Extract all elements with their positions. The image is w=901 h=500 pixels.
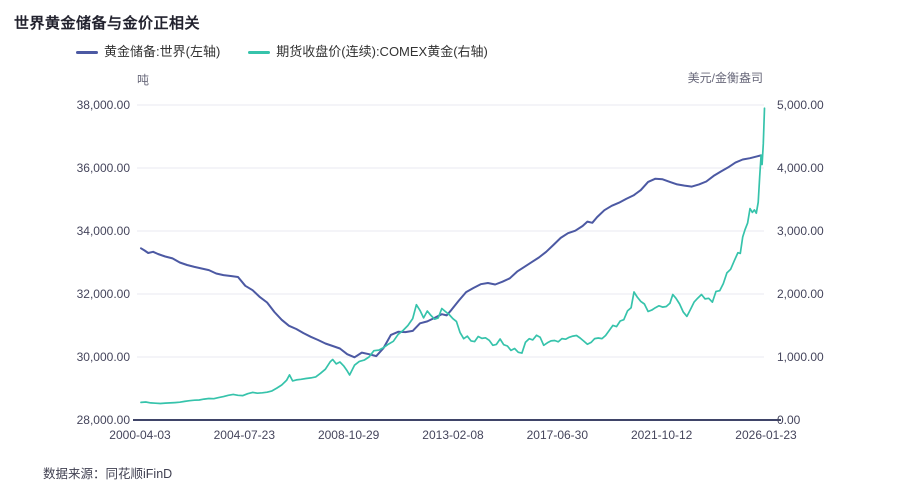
y-axis-left-tick: 32,000.00 bbox=[76, 287, 130, 301]
y-axis-right-tick: 2,000.00 bbox=[777, 287, 824, 301]
y-axis-left-tick: 30,000.00 bbox=[76, 350, 130, 364]
data-source: 数据来源：同花顺iFinD bbox=[43, 467, 173, 481]
x-axis-tick: 2013-02-08 bbox=[422, 428, 484, 442]
x-axis-tick: 2017-06-30 bbox=[526, 428, 589, 442]
x-axis-tick: 2008-10-29 bbox=[317, 428, 380, 442]
y-axis-left-tick: 28,000.00 bbox=[76, 413, 130, 427]
gold-reserves-line-swatch bbox=[76, 50, 98, 54]
right-axis-unit: 美元/金衡盎司 bbox=[687, 71, 763, 85]
x-axis-tick: 2000-04-03 bbox=[109, 428, 171, 442]
chart-title: 世界黄金储备与金价正相关 bbox=[14, 15, 201, 32]
y-axis-left-tick: 36,000.00 bbox=[76, 161, 130, 175]
x-axis-tick: 2021-10-12 bbox=[630, 428, 693, 442]
x-axis-tick: 2004-07-23 bbox=[213, 428, 276, 442]
legend-item-gold-reserves[interactable]: 黄金储备:世界(左轴) bbox=[76, 44, 220, 60]
y-axis-right-tick: 4,000.00 bbox=[777, 161, 824, 175]
y-axis-right-tick: 5,000.00 bbox=[777, 98, 824, 112]
x-axis-tick: 2026-01-23 bbox=[735, 428, 797, 442]
series-gold-reserves-world bbox=[140, 154, 762, 359]
legend-label-comex-gold: 期货收盘价(连续):COMEX黄金(右轴) bbox=[276, 44, 488, 59]
y-axis-right-tick: 0.00 bbox=[777, 413, 801, 427]
y-axis-right-tick: 3,000.00 bbox=[777, 224, 824, 238]
comex-gold-line-swatch bbox=[248, 50, 271, 54]
left-axis-unit: 吨 bbox=[137, 73, 150, 87]
legend-label-gold-reserves: 黄金储备:世界(左轴) bbox=[104, 44, 221, 59]
legend-item-comex-gold[interactable]: 期货收盘价(连续):COMEX黄金(右轴) bbox=[248, 44, 488, 60]
y-axis-left-tick: 34,000.00 bbox=[76, 224, 130, 238]
y-axis-left-tick: 38,000.00 bbox=[76, 98, 130, 112]
series-comex-gold-price bbox=[140, 107, 766, 405]
y-axis-right-tick: 1,000.00 bbox=[777, 350, 824, 364]
legend: 黄金储备:世界(左轴) 期货收盘价(连续):COMEX黄金(右轴) bbox=[76, 44, 488, 60]
